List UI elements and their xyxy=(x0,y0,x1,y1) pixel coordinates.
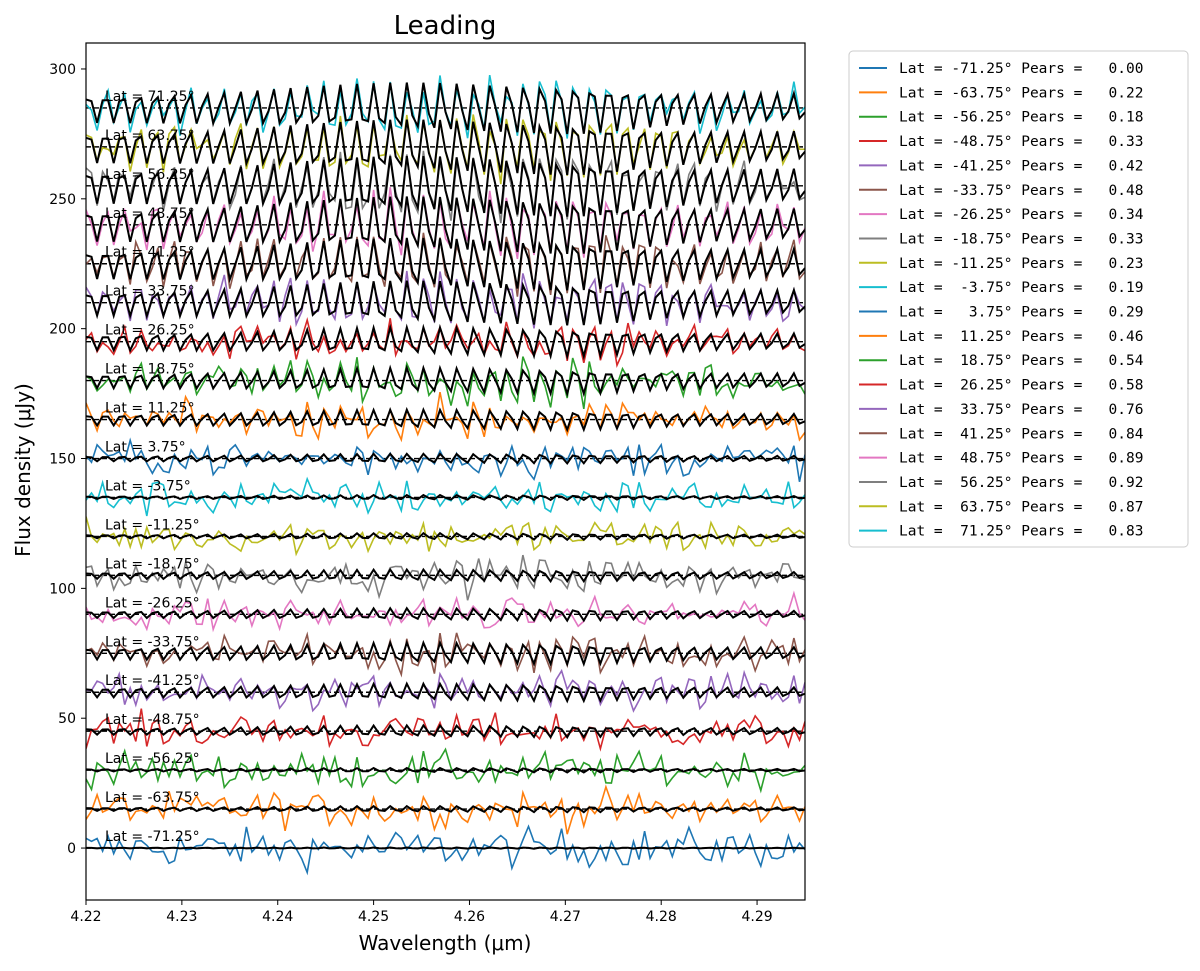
x-tick-label: 4.28 xyxy=(646,909,677,925)
legend-box xyxy=(848,50,1189,548)
series-model-lat-56.25 xyxy=(86,155,805,217)
legend-entry: Lat = -41.25° Pears = 0.42 xyxy=(899,158,1143,174)
series-model-lat--56.25 xyxy=(86,766,805,774)
y-tick-label: 200 xyxy=(49,322,76,338)
series-label-lat--41.25: Lat = -41.25° xyxy=(105,673,200,689)
x-tick-label: 4.26 xyxy=(454,909,485,925)
series-model-lat--11.25 xyxy=(86,531,805,542)
y-tick-label: 300 xyxy=(49,62,76,78)
series-label-lat-41.25: Lat = 41.25° xyxy=(105,245,195,261)
series-label-lat-18.75: Lat = 18.75° xyxy=(105,362,195,378)
legend-entry: Lat = -56.25° Pears = 0.18 xyxy=(899,110,1143,126)
series-model-lat--26.25 xyxy=(86,606,805,623)
plot-area: Lat = -71.25° Lat = -63.75° Lat = -56.25° L… xyxy=(85,42,806,901)
series-label-lat--11.25: Lat = -11.25° xyxy=(105,517,200,533)
y-tick-label: 250 xyxy=(49,192,76,208)
y-tick-label: 100 xyxy=(49,581,76,597)
legend-entry: Lat = -18.75° Pears = 0.33 xyxy=(899,231,1143,247)
legend-entry: Lat = -48.75° Pears = 0.33 xyxy=(899,134,1143,150)
series-label-lat-3.75: Lat = 3.75° xyxy=(105,440,186,456)
series-model-lat--41.25 xyxy=(86,681,805,704)
series-model-lat-41.25 xyxy=(86,237,805,291)
series-label-lat-56.25: Lat = 56.25° xyxy=(105,167,195,183)
legend-entry: Lat = -3.75° Pears = 0.19 xyxy=(899,280,1143,296)
series-observed-lat--33.75 xyxy=(86,631,805,678)
x-tick-label: 4.24 xyxy=(262,909,293,925)
y-tick-label: 150 xyxy=(49,452,76,468)
x-tick-label: 4.27 xyxy=(550,909,581,925)
legend-entry: Lat = -26.25° Pears = 0.34 xyxy=(899,207,1144,223)
series-observed-lat--56.25 xyxy=(86,747,805,794)
series-observed-lat--18.75 xyxy=(86,554,805,601)
series-model-lat-48.75 xyxy=(86,196,805,255)
series-model-lat--33.75 xyxy=(86,639,805,668)
series-label-lat--48.75: Lat = -48.75° xyxy=(105,712,200,728)
series-label-lat--71.25: Lat = -71.25° xyxy=(105,829,200,845)
series-label-lat--26.25: Lat = -26.25° xyxy=(105,595,200,611)
series-observed-lat--41.25 xyxy=(86,668,805,713)
legend-entry: Lat = 63.75° Pears = 0.87 xyxy=(899,499,1143,515)
series-label-lat-33.75: Lat = 33.75° xyxy=(105,284,195,300)
legend: Lat = -71.25° Pears = 0.00 Lat = -63.75° … xyxy=(848,50,1189,548)
series-model-lat--18.75 xyxy=(86,567,805,584)
x-axis: 4.22 4.23 4.24 4.25 4.26 4.27 4.28 4.29 xyxy=(70,900,773,925)
series-model-lat-33.75 xyxy=(86,280,805,326)
series-observed-lat--48.75 xyxy=(86,708,805,752)
series-label-lat--33.75: Lat = -33.75° xyxy=(105,634,200,650)
series-label-lat-71.25: Lat = 71.25° xyxy=(105,89,195,105)
series-model-lat--3.75 xyxy=(86,493,805,502)
series-observed-lat--71.25 xyxy=(86,824,805,876)
series-label-lat--18.75: Lat = -18.75° xyxy=(105,556,200,572)
y-axis: 0 50 100 150 200 250 300 xyxy=(49,62,86,857)
series-model-lat-71.25 xyxy=(86,82,805,135)
series-model-lat-63.75 xyxy=(86,119,805,176)
series-model-lat--48.75 xyxy=(86,723,805,740)
legend-entry: Lat = 56.25° Pears = 0.92 xyxy=(899,475,1143,491)
series-observed-lat--11.25 xyxy=(86,516,805,557)
series-model-lat--63.75 xyxy=(86,804,805,814)
series-observed-lat-26.25 xyxy=(86,316,805,368)
legend-entry: Lat = 71.25° Pears = 0.83 xyxy=(899,524,1143,540)
legend-entry: Lat = 41.25° Pears = 0.84 xyxy=(899,426,1144,442)
series-model-lat-11.25 xyxy=(86,406,805,433)
y-tick-label: 50 xyxy=(58,711,76,727)
x-tick-label: 4.29 xyxy=(741,909,772,925)
series-label-lat--63.75: Lat = -63.75° xyxy=(105,790,200,806)
series-label-lat--56.25: Lat = -56.25° xyxy=(105,751,200,767)
series-label-lat-26.25: Lat = 26.25° xyxy=(105,323,195,339)
series-model-lat-3.75 xyxy=(86,452,805,466)
legend-entry: Lat = 26.25° Pears = 0.58 xyxy=(899,378,1143,394)
legend-entry: Lat = 18.75° Pears = 0.54 xyxy=(899,353,1144,369)
legend-entry: Lat = 48.75° Pears = 0.89 xyxy=(899,451,1143,467)
x-tick-label: 4.25 xyxy=(358,909,389,925)
legend-entry: Lat = -33.75° Pears = 0.48 xyxy=(899,183,1143,199)
legend-entry: Lat = -63.75° Pears = 0.22 xyxy=(899,85,1143,101)
chart-title: Leading xyxy=(394,11,497,41)
plot-frame xyxy=(85,42,806,901)
y-axis-label: Flux density (μJy) xyxy=(11,383,35,557)
series-model-lat-26.25 xyxy=(86,323,805,361)
series-model-lat-18.75 xyxy=(86,364,805,398)
legend-entry: Lat = -11.25° Pears = 0.23 xyxy=(899,256,1143,272)
legend-entry: Lat = -71.25° Pears = 0.00 xyxy=(899,61,1143,77)
series-observed-lat--63.75 xyxy=(86,784,805,835)
series-model-lat--71.25 xyxy=(86,846,805,850)
series-label-lat-11.25: Lat = 11.25° xyxy=(105,401,195,417)
x-tick-label: 4.22 xyxy=(70,909,101,925)
y-tick-label: 0 xyxy=(67,841,76,857)
x-tick-label: 4.23 xyxy=(166,909,197,925)
legend-entry: Lat = 11.25° Pears = 0.46 xyxy=(899,329,1143,345)
series-label-lat-63.75: Lat = 63.75° xyxy=(105,128,195,144)
legend-entry: Lat = 3.75° Pears = 0.29 xyxy=(899,305,1143,321)
series-label-lat--3.75: Lat = -3.75° xyxy=(105,478,191,494)
series-observed-lat--26.25 xyxy=(86,590,805,633)
x-axis-label: Wavelength (μm) xyxy=(359,931,532,955)
series-observed-lat-3.75 xyxy=(86,437,805,482)
series-label-lat-48.75: Lat = 48.75° xyxy=(105,206,195,222)
legend-entry: Lat = 33.75° Pears = 0.76 xyxy=(899,402,1143,418)
